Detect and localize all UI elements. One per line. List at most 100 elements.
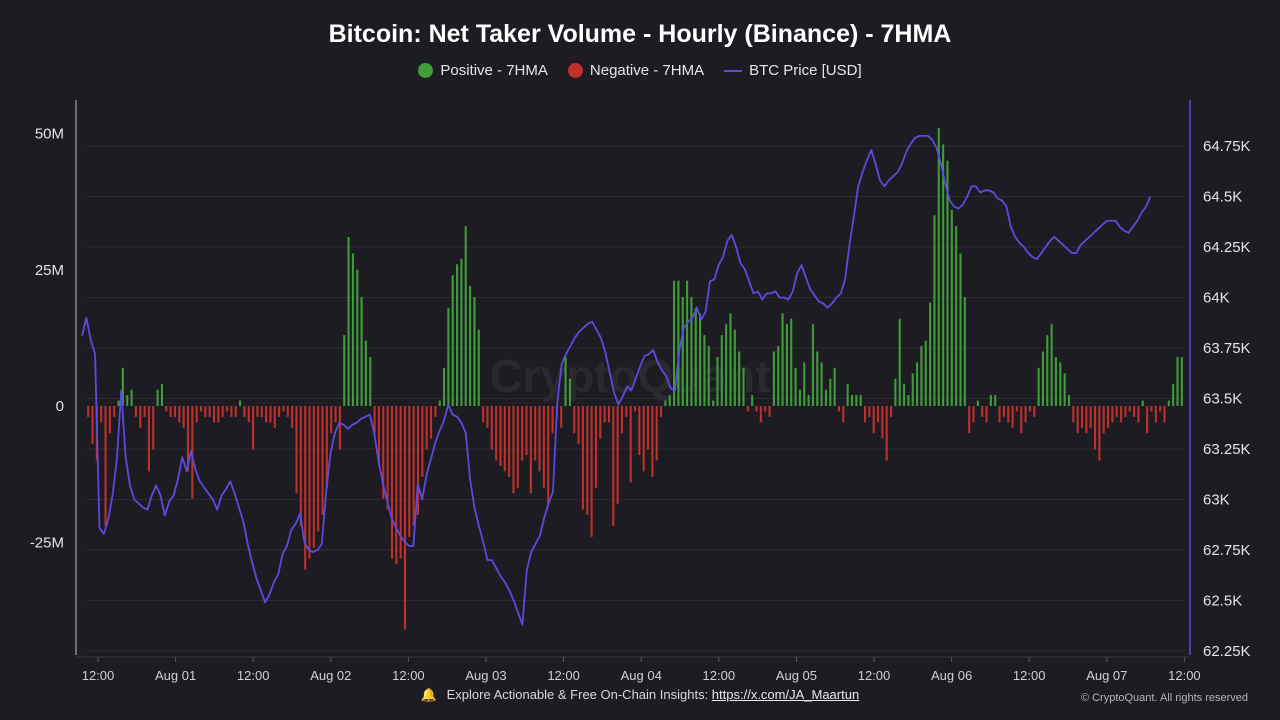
legend-item-positive[interactable]: Positive - 7HMA <box>418 62 548 79</box>
x-tick-label: 12:00 <box>237 668 270 683</box>
negative-bar <box>1111 406 1114 423</box>
negative-bar <box>273 406 276 428</box>
positive-bar <box>1046 335 1049 406</box>
positive-bar <box>664 400 667 406</box>
positive-bar <box>690 297 693 406</box>
positive-bar <box>117 400 120 406</box>
negative-bar <box>186 406 190 472</box>
positive-bar <box>950 209 953 406</box>
positive-bar <box>1041 351 1044 406</box>
positive-bar <box>937 128 940 407</box>
positive-bar <box>703 335 706 406</box>
positive-bar <box>160 384 163 406</box>
negative-bar <box>547 406 550 505</box>
x-tick-label: Aug 04 <box>621 668 662 683</box>
legend-item-price[interactable]: BTC Price [USD] <box>724 62 862 79</box>
positive-bar <box>994 395 997 406</box>
negative-bar <box>603 406 606 423</box>
negative-bar <box>542 406 545 488</box>
left-axis-ticks: 50M 25M 0 -25M <box>30 126 64 552</box>
positive-bar <box>903 384 906 406</box>
x-tick-label: Aug 05 <box>776 668 817 683</box>
negative-bar <box>243 406 246 417</box>
positive-bar <box>907 395 910 406</box>
positive-bar <box>824 389 827 406</box>
positive-bar <box>946 160 949 406</box>
x-tick-label: 12:00 <box>1168 668 1201 683</box>
negative-bar <box>837 406 841 412</box>
x-tick-label: 12:00 <box>392 668 425 683</box>
negative-bar <box>482 406 485 423</box>
negative-bar <box>759 406 762 423</box>
right-tick-label: 64.75K <box>1203 138 1251 155</box>
negative-bar <box>408 406 411 537</box>
positive-bar <box>777 346 780 406</box>
negative-bar <box>382 406 385 499</box>
positive-bar <box>460 258 463 406</box>
negative-bar <box>573 406 576 434</box>
positive-bar <box>720 335 723 406</box>
negative-bar <box>204 406 207 417</box>
left-tick-label: 0 <box>56 398 64 415</box>
negative-bar <box>985 406 988 423</box>
chart-title: Bitcoin: Net Taker Volume - Hourly (Bina… <box>328 20 952 48</box>
positive-bar <box>360 297 363 406</box>
x-tick-label: Aug 03 <box>465 668 506 683</box>
negative-bar <box>1020 406 1023 434</box>
negative-bar <box>876 406 880 423</box>
x-tick-label: 12:00 <box>82 668 115 683</box>
negative-bar <box>1072 406 1075 423</box>
negative-bar <box>768 406 771 417</box>
positive-bar <box>911 373 914 406</box>
negative-bar <box>173 406 177 417</box>
negative-bar <box>91 406 94 445</box>
positive-bar <box>156 389 159 406</box>
negative-bar <box>299 406 302 526</box>
legend-item-negative[interactable]: Negative - 7HMA <box>567 62 704 79</box>
footer-link[interactable]: https://x.com/JA_Maartun <box>711 687 860 702</box>
price-line <box>81 135 1152 626</box>
positive-bar <box>699 313 702 406</box>
negative-bar <box>1033 406 1036 417</box>
positive-bar <box>829 378 832 406</box>
negative-bar <box>586 406 589 515</box>
positive-bar <box>811 324 814 406</box>
negative-bar <box>764 406 767 412</box>
positive-bar <box>1059 362 1062 406</box>
positive-bar <box>343 335 346 406</box>
negative-bar <box>403 406 407 630</box>
positive-bar <box>456 264 459 406</box>
positive-bar <box>1176 356 1179 406</box>
watermark: CryptoQuant <box>489 350 770 402</box>
grid-lines <box>86 145 1184 652</box>
negative-bar <box>143 406 146 417</box>
negative-bar <box>390 406 393 559</box>
positive-bar <box>733 329 736 406</box>
negative-bar <box>265 406 268 423</box>
negative-bar <box>429 406 433 439</box>
negative-bar <box>278 406 281 417</box>
right-tick-label: 62.75K <box>1203 542 1251 559</box>
positive-bar <box>1054 356 1058 406</box>
negative-bar <box>247 406 250 423</box>
negative-bar <box>872 406 875 434</box>
negative-bar <box>199 406 203 412</box>
positive-bar <box>477 329 480 406</box>
positive-bar <box>681 297 684 406</box>
positive-bar <box>742 367 745 406</box>
positive-bar <box>356 269 359 406</box>
right-axis-ticks: 64.75K 64.5K 64.25K 64K 63.75K 63.5K 63.25K 63K… <box>1203 138 1251 660</box>
negative-bar <box>1154 406 1157 423</box>
negative-bar <box>660 406 663 417</box>
negative-bar <box>863 406 867 423</box>
negative-bar <box>655 406 658 461</box>
positive-bar <box>239 400 242 406</box>
negative-bar <box>1150 406 1153 412</box>
positive-bar <box>816 351 819 406</box>
negative-bar <box>525 406 528 456</box>
negative-bar <box>152 406 155 450</box>
negative-bar <box>1102 406 1105 434</box>
negative-bar <box>577 406 580 445</box>
negative-bar <box>755 406 758 412</box>
